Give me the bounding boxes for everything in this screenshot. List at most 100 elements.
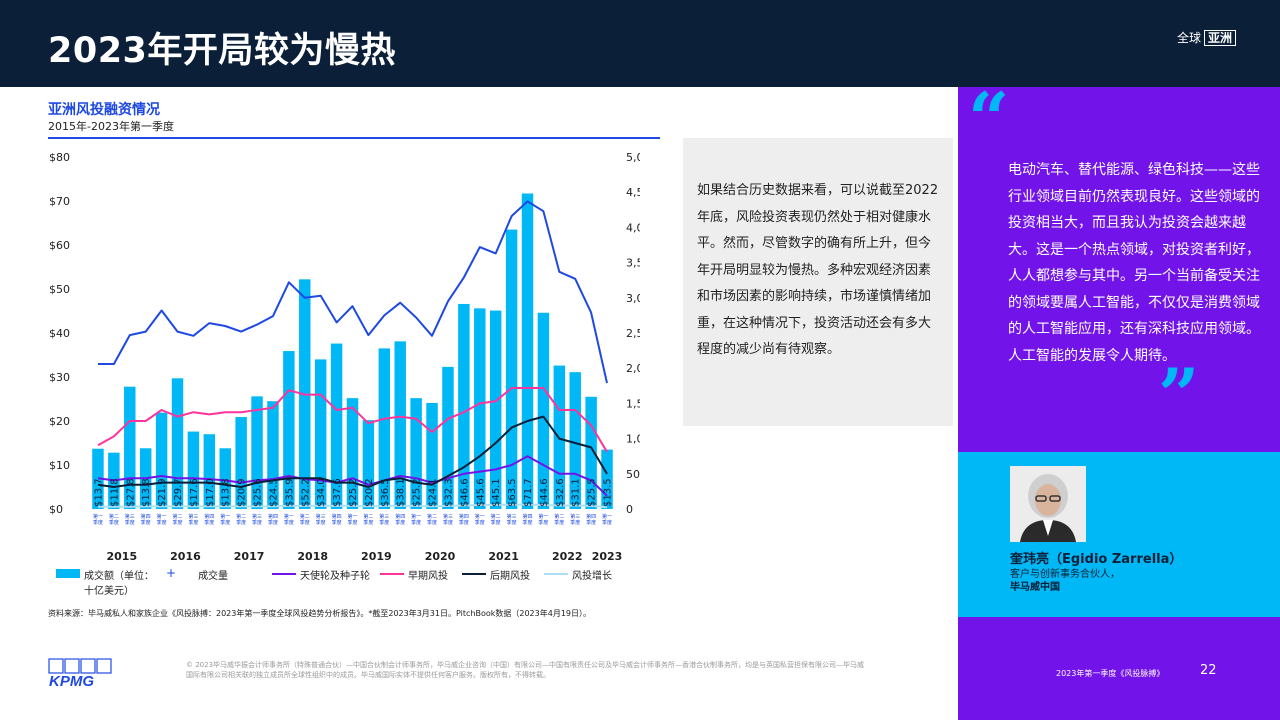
quarter-label: 第二 bbox=[300, 513, 310, 520]
report-name: 2023年第一季度《风投脉搏》 bbox=[1056, 669, 1165, 678]
quarter-label: 季度 bbox=[93, 519, 103, 526]
y-right-tick-label: 1,000 bbox=[626, 433, 640, 446]
y-left-tick-label: $10 bbox=[49, 459, 70, 472]
early-stage-line bbox=[97, 387, 608, 453]
quarter-label: 第三 bbox=[316, 513, 326, 520]
quarter-label: 第四 bbox=[268, 513, 278, 520]
deal-value-label: $25.5 bbox=[587, 478, 598, 507]
deal-value-label: $17.6 bbox=[189, 478, 200, 507]
quarter-label: 季度 bbox=[109, 519, 119, 526]
quarter-label: 季度 bbox=[586, 519, 596, 526]
deal-value-label: $32.3 bbox=[443, 478, 454, 507]
deal-value-bar bbox=[585, 396, 597, 509]
quarter-label: 季度 bbox=[427, 519, 437, 526]
quarter-label: 第三 bbox=[188, 513, 198, 520]
person-role: 客户与创新事务合伙人， bbox=[1010, 569, 1120, 580]
deal-value-label: $45.6 bbox=[475, 478, 486, 507]
chart-subtitle: 2015年-2023年第一季度 bbox=[48, 120, 174, 133]
deal-value-bar bbox=[410, 398, 422, 509]
legend-growth-label: 风投增长 bbox=[572, 571, 612, 582]
quarter-label: 季度 bbox=[443, 519, 453, 526]
person-name: 奎玮亮（Egidio Zarrella） bbox=[1010, 552, 1183, 567]
deal-value-label: $32.6 bbox=[555, 478, 566, 507]
deal-value-label: $37.6 bbox=[332, 478, 343, 507]
y-left-tick-label: $40 bbox=[49, 327, 70, 340]
quarter-label: 季度 bbox=[475, 519, 485, 526]
quarter-label: 第三 bbox=[570, 513, 580, 520]
quarter-label: 第四 bbox=[459, 513, 469, 520]
deal-value-label: $20.2 bbox=[364, 478, 375, 507]
quarter-label: 季度 bbox=[157, 519, 167, 526]
quarter-label: 季度 bbox=[554, 519, 564, 526]
deal-value-label: $63.5 bbox=[507, 478, 518, 507]
deal-value-bar bbox=[394, 341, 406, 509]
deal-value-bar bbox=[537, 312, 550, 509]
deal-value-bar bbox=[378, 348, 391, 509]
deal-value-label: $17.0 bbox=[205, 478, 216, 507]
deal-value-label: $20.9 bbox=[237, 478, 248, 507]
legend-deal-count: + 成交量 bbox=[166, 567, 228, 582]
y-left-tick-label: $0 bbox=[49, 503, 63, 516]
legend-angel-seed-label: 天使轮及种子轮 bbox=[300, 571, 370, 582]
legend-deal-value-label: 成交额（单位：十亿美元） bbox=[84, 571, 154, 597]
deal-value-label: $71.7 bbox=[523, 478, 534, 507]
quarter-label: 第四 bbox=[204, 513, 214, 520]
y-right-tick-label: 2,500 bbox=[626, 327, 640, 340]
quarter-label: 季度 bbox=[204, 519, 214, 526]
deal-value-label: $21.9 bbox=[157, 478, 168, 507]
quarter-label: 第四 bbox=[522, 513, 532, 520]
deal-value-bar bbox=[235, 417, 247, 509]
quarter-label: 第二 bbox=[554, 513, 564, 520]
svg-text:KPMG: KPMG bbox=[49, 673, 94, 688]
quote-text: 电动汽车、替代能源、绿色科技——这些行业领域目前仍然表现良好。这些领域的投资相当… bbox=[1008, 162, 1260, 364]
deal-value-bar bbox=[314, 359, 327, 509]
deal-value-label: $24.5 bbox=[268, 478, 279, 507]
quarter-label: 第一 bbox=[284, 513, 294, 520]
quarter-label: 季度 bbox=[491, 519, 501, 526]
deal-value-label: $29.7 bbox=[173, 478, 184, 507]
deal-value-label: $13.8 bbox=[141, 478, 152, 507]
deal-value-label: $52.2 bbox=[300, 478, 311, 507]
quarter-label: 季度 bbox=[332, 519, 342, 526]
legend-angel-seed: 天使轮及种子轮 bbox=[272, 567, 370, 582]
legend-early-swatch bbox=[380, 573, 404, 575]
y-left-tick-label: $20 bbox=[49, 415, 70, 428]
quarter-label: 第四 bbox=[586, 513, 596, 520]
quarter-label: 第一 bbox=[220, 513, 230, 520]
y-right-tick-label: 3,000 bbox=[626, 292, 640, 305]
deal-value-bar bbox=[346, 398, 359, 509]
year-label: 2023 bbox=[592, 550, 623, 563]
quarter-label: 季度 bbox=[316, 519, 326, 526]
later-stage-line bbox=[97, 415, 608, 488]
kpmg-logo: KPMG bbox=[48, 658, 112, 688]
quarter-label: 季度 bbox=[363, 519, 373, 526]
deal-value-bar bbox=[219, 448, 231, 509]
deal-value-label: $31.1 bbox=[571, 478, 582, 507]
deal-value-bar bbox=[283, 351, 295, 509]
y-right-tick-label: 5,000 bbox=[626, 151, 640, 164]
quarter-label: 季度 bbox=[395, 519, 405, 526]
quarter-label: 第四 bbox=[332, 513, 342, 520]
region-label: 亚洲 bbox=[1203, 29, 1236, 46]
deal-value-bar bbox=[155, 412, 168, 509]
year-label: 2016 bbox=[170, 550, 201, 563]
chart-source: 资料来源：毕马威私人和家族企业《风投脉搏：2023年第一季度全球风投趋势分析报告… bbox=[48, 609, 591, 618]
year-label: 2018 bbox=[297, 550, 328, 563]
quarter-label: 季度 bbox=[300, 519, 310, 526]
quarter-label: 季度 bbox=[379, 519, 389, 526]
deal-value-label: $25.6 bbox=[253, 478, 264, 507]
angel-seed-line bbox=[97, 455, 608, 497]
quarter-label: 季度 bbox=[188, 519, 198, 526]
legend-deal-count-label: 成交量 bbox=[198, 571, 229, 582]
page-header: 2023年开局较为慢热 全球 亚洲 bbox=[0, 0, 1280, 87]
deal-value-bar bbox=[442, 366, 454, 509]
quarter-label: 第一 bbox=[475, 513, 485, 520]
deal-value-label: $45.1 bbox=[491, 478, 502, 507]
y-right-tick-label: 1,500 bbox=[626, 397, 640, 410]
deal-value-label: $35.9 bbox=[284, 478, 295, 507]
growth-line bbox=[98, 503, 608, 509]
deal-value-bar bbox=[203, 434, 216, 509]
deal-value-label: $44.6 bbox=[539, 478, 550, 507]
year-label: 2022 bbox=[552, 550, 583, 563]
legend-growth: 风投增长 bbox=[544, 567, 612, 582]
